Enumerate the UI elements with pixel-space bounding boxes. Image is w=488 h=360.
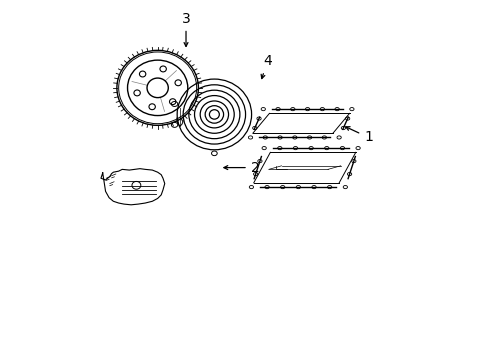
Text: 1: 1 (345, 127, 372, 144)
Text: 3: 3 (181, 12, 190, 46)
Text: 4: 4 (261, 54, 271, 78)
Text: 2: 2 (224, 161, 259, 175)
